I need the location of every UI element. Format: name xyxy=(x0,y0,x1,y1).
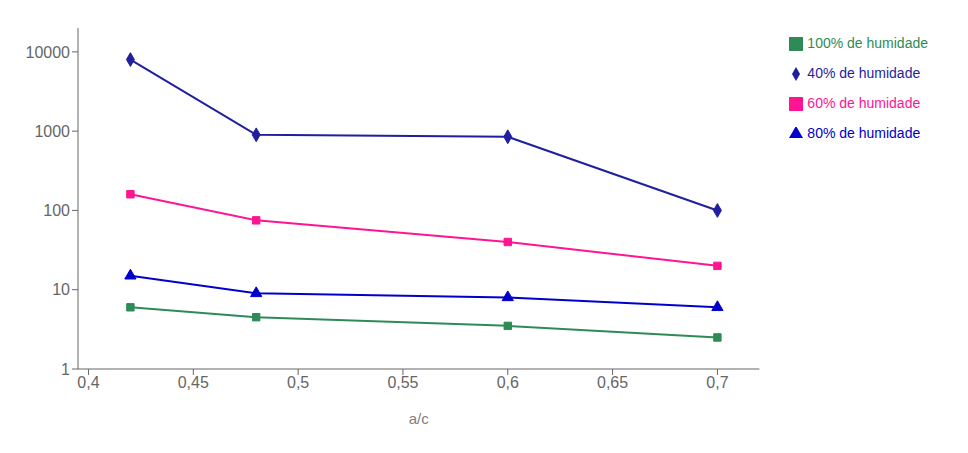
svg-text:a/c: a/c xyxy=(409,410,430,427)
svg-text:0,7: 0,7 xyxy=(706,374,728,391)
svg-text:0,45: 0,45 xyxy=(178,374,209,391)
svg-text:0,55: 0,55 xyxy=(387,374,418,391)
svg-text:10000: 10000 xyxy=(26,44,71,61)
svg-text:100: 100 xyxy=(43,202,70,219)
svg-text:1000: 1000 xyxy=(34,123,70,140)
html-text:40% de humidade: 40% de humidade xyxy=(807,65,921,81)
svg-text:0,6: 0,6 xyxy=(497,374,519,391)
html-text:100% de humidade: 100% de humidade xyxy=(807,35,928,51)
html-text:60% de humidade: 60% de humidade xyxy=(807,95,921,111)
svg-text:1: 1 xyxy=(61,361,70,378)
svg-text:0,65: 0,65 xyxy=(597,374,628,391)
svg-text:0,5: 0,5 xyxy=(287,374,309,391)
html-text:80% de humidade: 80% de humidade xyxy=(807,125,921,141)
svg-text:0,4: 0,4 xyxy=(77,374,99,391)
svg-text:10: 10 xyxy=(52,281,70,298)
